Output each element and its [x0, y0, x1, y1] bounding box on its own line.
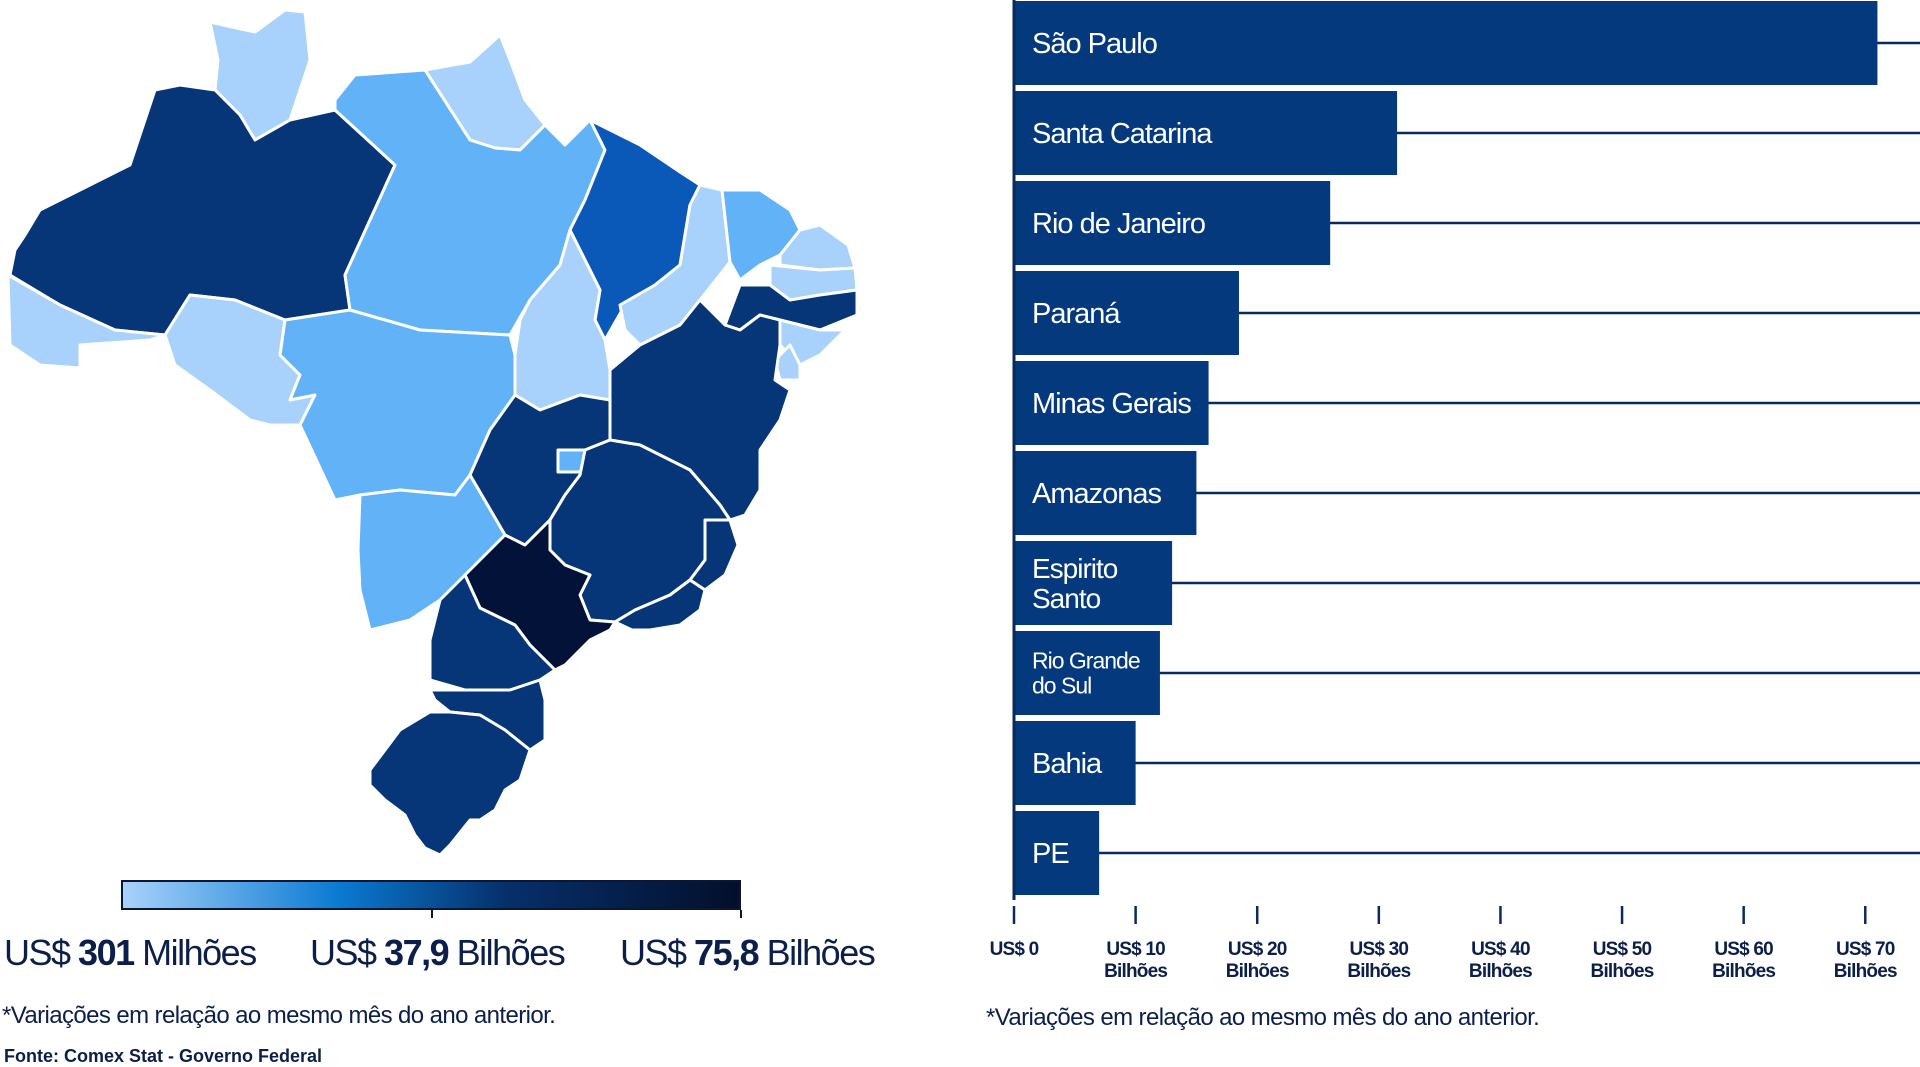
state-parana — [428, 573, 557, 692]
state-roraima — [208, 8, 312, 142]
bar-label: Espirito — [1032, 553, 1118, 584]
bar-label: Santa Catarina — [1032, 118, 1213, 150]
bar — [1014, 271, 1239, 355]
tick-label: Bilhões — [1347, 961, 1410, 982]
tick-label: Bilhões — [1226, 961, 1289, 982]
brazil-map — [6, 8, 859, 857]
bar-label: Santo — [1032, 583, 1101, 614]
tick-label: US$ 0 — [990, 939, 1039, 960]
bar — [1014, 1, 1878, 85]
bar — [1014, 811, 1100, 895]
scale-min-label: US$ 301 Milhões — [4, 932, 257, 973]
data-source: Fonte: Comex Stat - Governo Federal — [4, 1046, 323, 1066]
bar-label: Rio Grande — [1032, 648, 1140, 674]
bar — [1014, 631, 1160, 715]
color-scale-max-tick — [740, 910, 742, 918]
tick-label: Bilhões — [1712, 961, 1775, 982]
chart-footnote: *Variações em relação ao mesmo mês do an… — [986, 1004, 1540, 1031]
scale-max-label: US$ 75,8 Bilhões — [620, 932, 876, 973]
bar — [1014, 181, 1331, 265]
bar-label: Rio de Janeiro — [1032, 208, 1205, 240]
bar-label: Bahia — [1032, 748, 1103, 780]
bar-label: Paraná — [1032, 298, 1121, 330]
tick-label: US$ 10 — [1106, 939, 1165, 960]
bar-label: PE — [1032, 838, 1069, 870]
tick-label: US$ 70 — [1836, 939, 1895, 960]
state-rio-de-janeiro — [613, 578, 707, 632]
bar-label: do Sul — [1032, 673, 1091, 699]
state-rio-grande-do-sul — [368, 710, 532, 857]
bar-labels: São Paulo Santa Catarina Rio de Janeiro Par… — [1032, 28, 1214, 870]
tick-label: Bilhões — [1834, 961, 1897, 982]
map-footnote: *Variações em relação ao mesmo mês do an… — [2, 1002, 556, 1029]
bar-label: Minas Gerais — [1032, 388, 1191, 420]
tick-label: US$ 50 — [1593, 939, 1652, 960]
tick-label: US$ 30 — [1350, 939, 1409, 960]
bar — [1014, 541, 1173, 625]
scale-mid-label: US$ 37,9 Bilhões — [310, 932, 566, 973]
state-acre — [6, 273, 167, 370]
tick-label: Bilhões — [1469, 961, 1532, 982]
tick-label: US$ 60 — [1714, 939, 1773, 960]
color-scale-bar — [121, 880, 741, 910]
tick-label: US$ 40 — [1471, 939, 1530, 960]
tick-label: US$ 20 — [1228, 939, 1287, 960]
bar-label: São Paulo — [1032, 28, 1157, 60]
bars — [1014, 1, 1878, 895]
brazil-map-panel: US$ 301 Milhões US$ 37,9 Bilhões US$ 75,… — [0, 0, 876, 1065]
bar — [1014, 451, 1197, 535]
bar — [1014, 721, 1136, 805]
color-scale-mid-tick — [431, 910, 433, 918]
tick-label: Bilhões — [1104, 961, 1167, 982]
state-santa-catarina — [428, 678, 547, 752]
state-espirito-santo — [688, 518, 740, 592]
bar-label: Amazonas — [1032, 478, 1162, 510]
bar — [1014, 91, 1398, 175]
tick-label: Bilhões — [1591, 961, 1654, 982]
bar — [1014, 361, 1209, 445]
